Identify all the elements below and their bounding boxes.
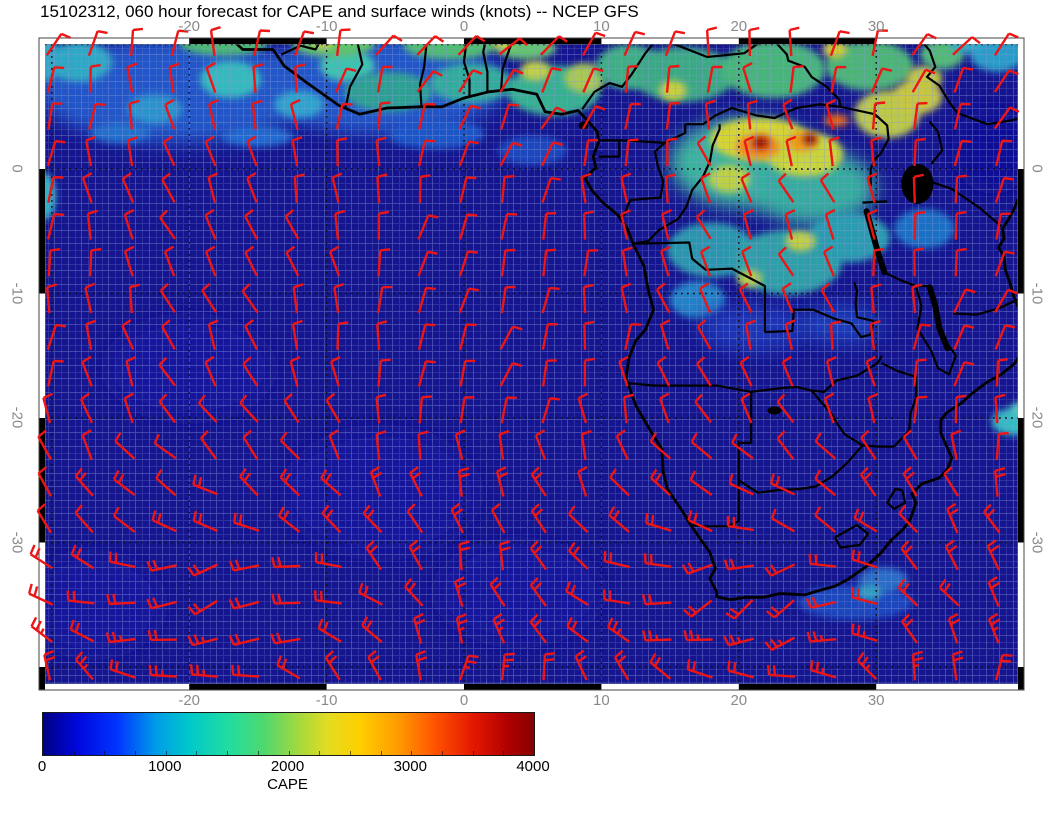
colorbar-title: CAPE [267, 776, 308, 793]
lon-tick-label-bottom: -10 [315, 692, 338, 709]
lon-tick-label-top: -10 [315, 18, 338, 35]
colorbar-minor-tick [472, 751, 474, 755]
mesh-overlay [39, 38, 1024, 690]
colorbar-minor-tick [135, 751, 137, 755]
colorbar-minor-tick [380, 751, 382, 755]
colorbar-minor-tick [503, 751, 505, 755]
colorbar-tick-label: 4000 [516, 758, 550, 775]
lon-tick-label-bottom: 0 [459, 692, 469, 709]
lat-tick-label-right: 0 [1028, 164, 1046, 173]
lon-tick-label-top: 20 [730, 18, 748, 35]
lat-tick-label-left: -30 [8, 531, 26, 553]
colorbar-minor-tick [196, 751, 198, 755]
lon-tick-label-bottom: 10 [593, 692, 610, 709]
lat-tick-label-right: -30 [1028, 531, 1046, 553]
colorbar-minor-tick [257, 751, 259, 755]
lat-tick-label-left: -10 [8, 282, 26, 304]
wind-barbs [27, 26, 1020, 681]
colorbar-tick-label: 3000 [393, 758, 427, 775]
colorbar-minor-tick [104, 751, 106, 755]
colorbar-minor-tick [319, 751, 321, 755]
colorbar-minor-tick [441, 751, 443, 755]
country-borders [280, 38, 1024, 549]
colorbar-minor-tick [349, 751, 351, 755]
colorbar-minor-tick [165, 751, 167, 755]
chart-title: 15102312, 060 hour forecast for CAPE and… [40, 2, 639, 21]
colorbar-minor-tick [411, 751, 413, 755]
lon-tick-label-top: 10 [593, 18, 610, 35]
lon-tick-label-top: 0 [459, 18, 469, 35]
colorbar-minor-tick [73, 751, 75, 755]
lon-tick-label-bottom: 30 [867, 692, 885, 709]
lon-tick-label-bottom: 20 [730, 692, 748, 709]
lat-tick-label-right: -10 [1028, 282, 1046, 304]
colorbar-tick-label: 2000 [270, 758, 305, 775]
lon-tick-label-top: -20 [178, 18, 201, 35]
colorbar-gradient [42, 712, 535, 756]
lon-tick-label-top: 30 [867, 18, 885, 35]
colorbar-minor-tick [227, 751, 229, 755]
lat-tick-label-right: -20 [1028, 406, 1046, 429]
cape-wind-map [27, 26, 1025, 691]
colorbar-tick-label: 0 [37, 758, 47, 775]
lon-tick-label-bottom: -20 [178, 692, 201, 709]
map-layers [39, 38, 1024, 690]
lat-tick-label-left: -20 [8, 406, 26, 429]
colorbar-tick-label: 1000 [148, 758, 182, 775]
lat-tick-label-left: 0 [8, 164, 26, 173]
colorbar-minor-tick [288, 751, 290, 755]
coastlines [230, 38, 1024, 602]
